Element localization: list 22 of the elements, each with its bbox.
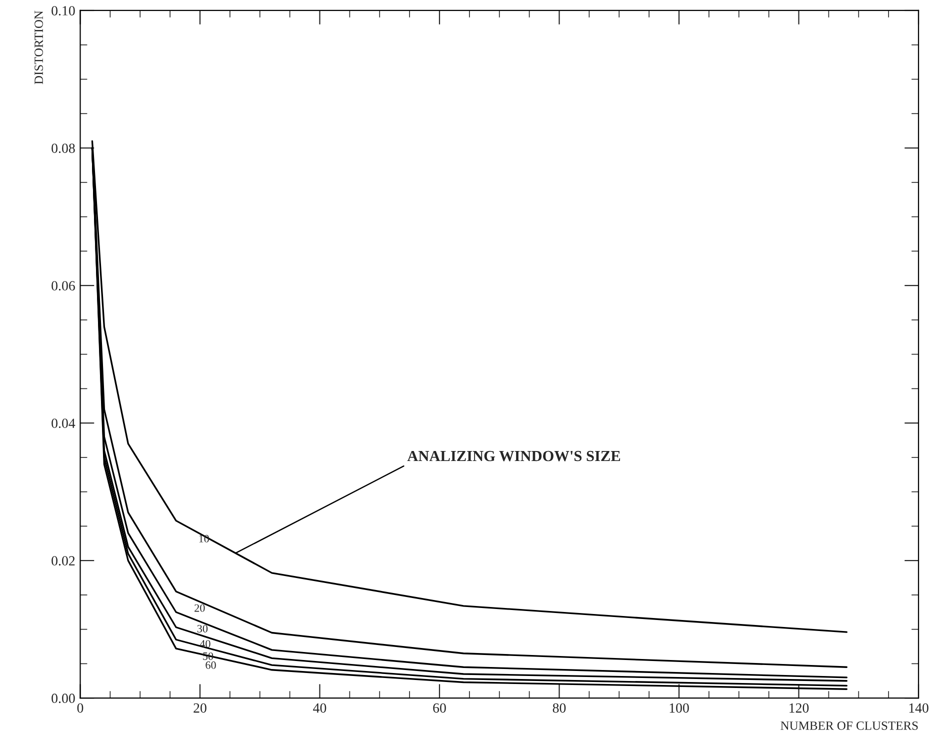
x-tick-label: 40 xyxy=(313,703,326,713)
x-axis-title: NUMBER OF CLUSTERS xyxy=(780,721,918,730)
x-tick-label: 20 xyxy=(194,703,206,713)
series-label: 20 xyxy=(194,604,205,612)
y-tick-label: 0.10 xyxy=(52,6,75,16)
y-tick-label: 0.02 xyxy=(52,556,75,566)
x-tick-label: 80 xyxy=(552,703,566,713)
y-axis-title: DISTORTION xyxy=(34,10,43,84)
y-tick-label: 0.00 xyxy=(52,694,75,704)
series-label: 10 xyxy=(199,534,209,542)
y-tick-label: 0.06 xyxy=(52,281,75,291)
annotation: ANALIZING WINDOW'S SIZE xyxy=(407,450,620,462)
y-tick-label: 0.04 xyxy=(52,418,76,428)
series-label: 40 xyxy=(200,640,210,648)
x-tick-label: 100 xyxy=(670,703,689,713)
x-tick-label: 0 xyxy=(77,703,84,713)
x-tick-label: 120 xyxy=(790,703,809,713)
y-tick-label: 0.08 xyxy=(52,144,75,154)
x-tick-label: 60 xyxy=(433,703,446,713)
series-label: 30 xyxy=(197,624,208,632)
x-tick-label: 140 xyxy=(909,703,928,713)
series-label: 60 xyxy=(206,661,216,669)
